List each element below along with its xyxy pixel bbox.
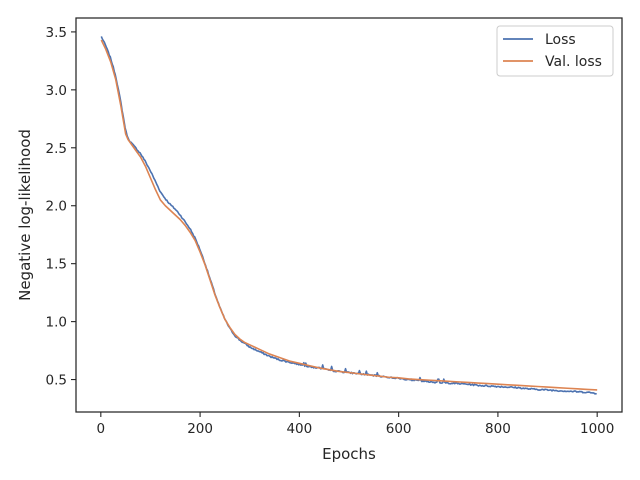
x-tick-label: 200 bbox=[187, 421, 213, 437]
legend: Loss Val. loss bbox=[496, 25, 614, 77]
y-tick-label: 0.5 bbox=[46, 373, 67, 389]
x-tick-label: 0 bbox=[97, 421, 106, 437]
y-axis-ticks: 0.5 1.0 1.5 2.0 2.5 3.0 3.5 bbox=[46, 25, 76, 389]
plot-frame bbox=[75, 17, 623, 413]
series-layer bbox=[100, 36, 598, 395]
x-axis-ticks: 0 200 400 600 800 1000 bbox=[97, 412, 614, 437]
y-tick-label: 3.0 bbox=[46, 83, 67, 99]
y-tick-label: 1.5 bbox=[46, 257, 67, 273]
y-tick-label: 3.5 bbox=[46, 25, 67, 41]
legend-entry: Val. loss bbox=[545, 54, 602, 70]
x-axis-label: Epochs bbox=[322, 445, 376, 463]
y-tick-label: 2.0 bbox=[46, 199, 67, 215]
x-tick-label: 400 bbox=[286, 421, 312, 437]
y-axis-label: Negative log-likelihood bbox=[16, 129, 34, 301]
y-tick-label: 2.5 bbox=[46, 141, 67, 157]
x-tick-label: 1000 bbox=[580, 421, 614, 437]
x-tick-label: 600 bbox=[386, 421, 412, 437]
x-tick-label: 800 bbox=[485, 421, 511, 437]
plot-area bbox=[76, 18, 622, 412]
legend-entry: Loss bbox=[545, 32, 576, 48]
y-tick-label: 1.0 bbox=[46, 315, 67, 331]
series-line-val-loss bbox=[100, 39, 598, 391]
